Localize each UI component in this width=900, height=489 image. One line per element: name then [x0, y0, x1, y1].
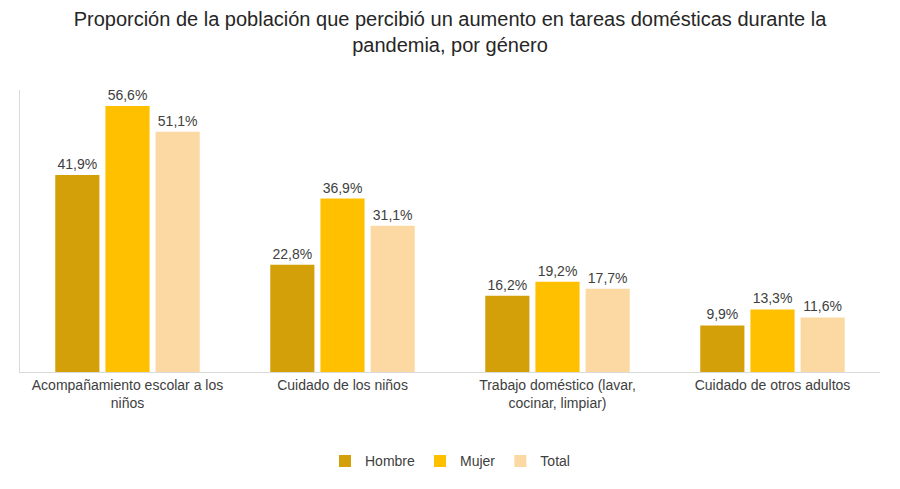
svg-text:19,2%: 19,2%: [538, 263, 578, 279]
svg-text:56,6%: 56,6%: [108, 87, 148, 103]
svg-text:16,2%: 16,2%: [487, 277, 527, 293]
svg-text:Cuidado de otros adultos: Cuidado de otros adultos: [695, 377, 851, 393]
svg-text:51,1%: 51,1%: [158, 113, 198, 129]
svg-text:41,9%: 41,9%: [57, 156, 97, 172]
svg-text:Trabajo doméstico (lavar,cocin: Trabajo doméstico (lavar,cocinar, limpia…: [479, 377, 636, 411]
svg-text:Acompañamiento escolar a losni: Acompañamiento escolar a losniños: [32, 377, 223, 411]
svg-text:17,7%: 17,7%: [588, 270, 628, 286]
svg-text:Hombre: Hombre: [365, 453, 415, 469]
svg-text:Total: Total: [540, 453, 570, 469]
svg-text:9,9%: 9,9%: [706, 306, 738, 322]
svg-text:22,8%: 22,8%: [272, 246, 312, 262]
svg-text:36,9%: 36,9%: [323, 180, 363, 196]
svg-text:13,3%: 13,3%: [753, 290, 793, 306]
svg-text:Proporción de la población que: Proporción de la población que percibió …: [74, 8, 828, 56]
svg-text:Cuidado de los niños: Cuidado de los niños: [277, 377, 408, 393]
svg-text:31,1%: 31,1%: [373, 207, 413, 223]
svg-text:Mujer: Mujer: [460, 453, 495, 469]
svg-text:11,6%: 11,6%: [803, 298, 842, 314]
